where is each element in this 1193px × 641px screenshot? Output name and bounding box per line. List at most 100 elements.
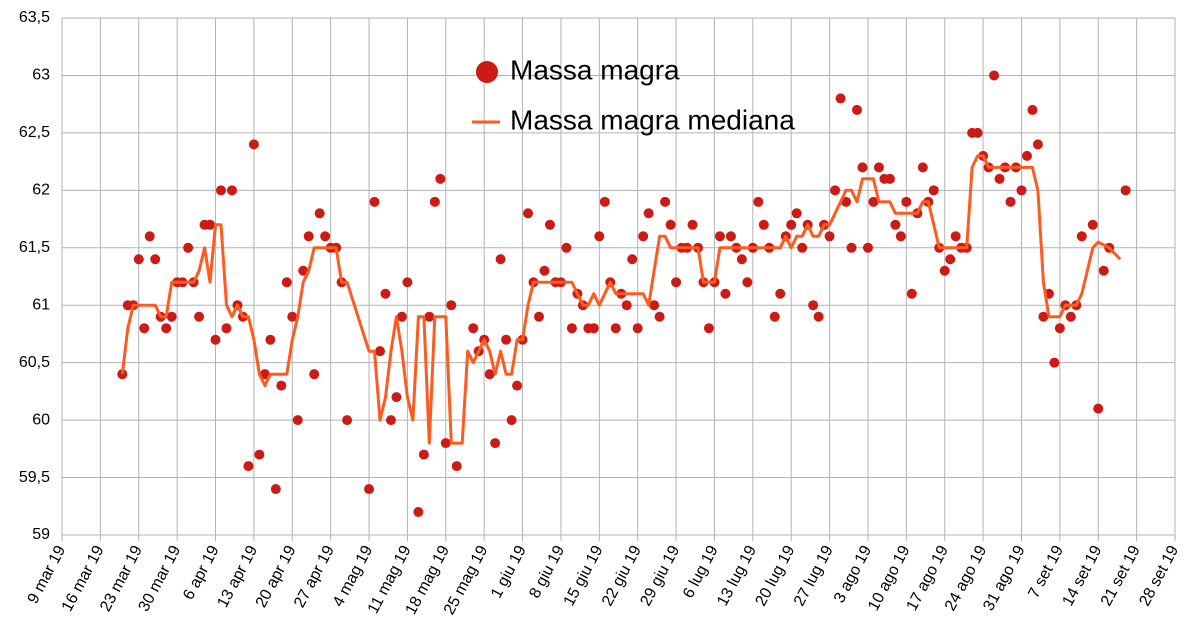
data-point [561, 242, 572, 253]
data-point [1032, 139, 1043, 150]
data-point [736, 254, 747, 265]
data-point [868, 196, 879, 207]
data-point [841, 196, 852, 207]
data-point [873, 162, 884, 173]
data-point [621, 300, 632, 311]
data-point [539, 265, 550, 276]
data-point [895, 231, 906, 242]
data-point [512, 380, 523, 391]
data-point [720, 288, 731, 299]
data-point [627, 254, 638, 265]
data-point [835, 93, 846, 104]
data-point [320, 231, 331, 242]
y-tick-label: 61,5 [19, 239, 50, 256]
data-point [254, 449, 265, 460]
data-point [972, 127, 983, 138]
data-point [594, 231, 605, 242]
data-point [270, 484, 281, 495]
data-point [342, 415, 353, 426]
data-point [566, 323, 577, 334]
data-point [1120, 185, 1131, 196]
data-point [418, 449, 429, 460]
data-point [544, 219, 555, 230]
data-point [402, 277, 413, 288]
y-tick-label: 60 [32, 411, 50, 428]
data-point [292, 415, 303, 426]
data-point [205, 219, 216, 230]
x-tick-label: 9 mar 19 [25, 543, 70, 607]
data-point [928, 185, 939, 196]
data-point [1065, 311, 1076, 322]
x-tick-label: 27 lug 19 [791, 543, 837, 609]
data-point [714, 231, 725, 242]
data-point [259, 369, 270, 380]
data-point [265, 334, 276, 345]
data-point [451, 461, 462, 472]
data-point [791, 208, 802, 219]
data-point [133, 254, 144, 265]
data-point [901, 196, 912, 207]
x-tick-label: 3 ago 19 [831, 543, 875, 606]
data-point [221, 323, 232, 334]
data-point [588, 323, 599, 334]
x-tick-label: 6 apr 19 [180, 543, 223, 603]
data-point [742, 277, 753, 288]
data-point [484, 369, 495, 380]
data-point [314, 208, 325, 219]
data-point [396, 311, 407, 322]
data-point [989, 70, 1000, 81]
data-point [808, 300, 819, 311]
data-point [1027, 104, 1038, 115]
data-point [429, 196, 440, 207]
data-point [703, 323, 714, 334]
data-point [369, 196, 380, 207]
data-point [830, 185, 841, 196]
data-point [440, 438, 451, 449]
data-point [1038, 311, 1049, 322]
data-point [654, 311, 665, 322]
legend-label: Massa magra [510, 54, 680, 85]
data-point [216, 185, 226, 196]
data-point [857, 162, 868, 173]
data-point [287, 311, 298, 322]
data-point [161, 323, 172, 334]
data-point [276, 380, 287, 391]
data-point [753, 196, 764, 207]
x-tick-label: 29 giu 19 [637, 543, 683, 609]
data-point [632, 323, 643, 334]
data-point [917, 162, 928, 173]
data-point [468, 323, 479, 334]
data-point [424, 311, 435, 322]
data-point [364, 484, 375, 495]
data-point [150, 254, 161, 265]
data-point [769, 311, 780, 322]
data-point [534, 311, 544, 322]
data-point [139, 323, 150, 334]
median-line [120, 154, 1122, 445]
data-point [501, 334, 512, 345]
data-point [183, 242, 194, 253]
data-point [950, 231, 961, 242]
data-point [813, 311, 824, 322]
y-tick-label: 63,5 [19, 9, 50, 26]
data-point [1098, 265, 1109, 276]
y-tick-label: 59,5 [19, 469, 50, 486]
data-point [610, 323, 621, 334]
data-point [643, 208, 654, 219]
y-tick-label: 63 [32, 67, 50, 84]
data-point [824, 231, 835, 242]
data-point [599, 196, 610, 207]
data-point [775, 288, 786, 299]
data-point [1076, 231, 1087, 242]
data-point [281, 277, 292, 288]
data-point [660, 196, 671, 207]
data-point [945, 254, 956, 265]
data-point [144, 231, 155, 242]
data-point [884, 173, 895, 184]
data-point [490, 438, 501, 449]
data-point [380, 288, 391, 299]
y-tick-label: 62,5 [19, 124, 50, 141]
data-point [495, 254, 506, 265]
data-point [797, 242, 808, 253]
data-point [391, 392, 402, 403]
